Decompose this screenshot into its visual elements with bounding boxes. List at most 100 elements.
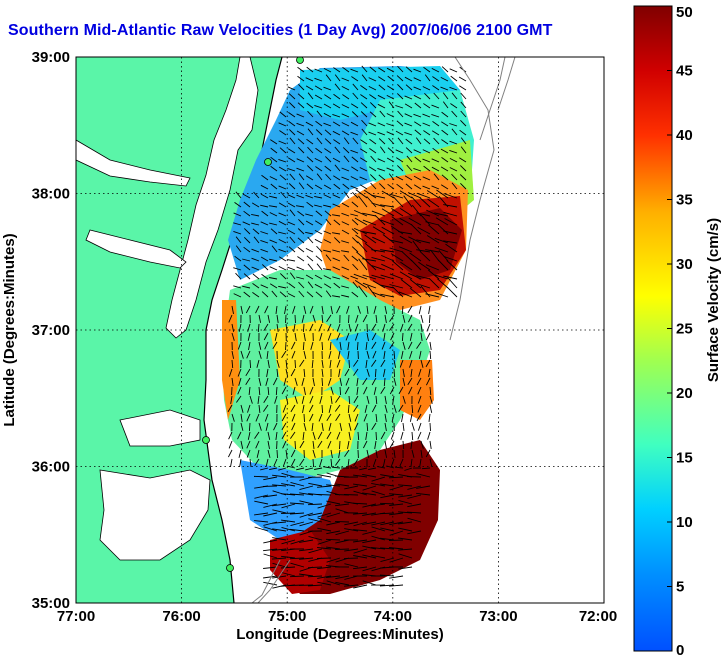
velocity-vector (297, 138, 305, 145)
velocity-vector (342, 94, 350, 100)
velocity-vector (303, 368, 306, 378)
velocity-vector (261, 210, 269, 217)
velocity-vector (343, 557, 359, 560)
velocity-vector (392, 395, 395, 404)
velocity-vector (377, 167, 386, 172)
velocity-vector (281, 519, 296, 523)
velocity-vector (429, 458, 433, 467)
velocity-vector (347, 350, 350, 359)
velocity-vector (326, 431, 332, 440)
velocity-vector (341, 113, 350, 118)
velocity-vector (341, 212, 350, 217)
velocity-vector (289, 137, 296, 145)
velocity-vector (257, 395, 260, 404)
velocity-vector (360, 85, 368, 91)
velocity-vector (398, 494, 413, 498)
velocity-vector (287, 202, 296, 208)
velocity-vector (371, 249, 386, 253)
velocity-vector (400, 431, 404, 440)
velocity-vector (362, 512, 377, 516)
velocity-vector (459, 165, 467, 172)
velocity-vector (429, 386, 432, 396)
velocity-vector (391, 216, 404, 226)
velocity-vector (265, 458, 269, 467)
velocity-vector (341, 294, 350, 298)
velocity-vector (353, 395, 359, 404)
velocity-vector (240, 422, 244, 431)
velocity-vector (380, 494, 395, 499)
velocity-vector (351, 76, 359, 82)
velocity-vector (428, 305, 431, 314)
velocity-vector (278, 467, 287, 471)
velocity-vector (361, 128, 368, 136)
velocity-vector (263, 404, 269, 412)
velocity-vector (383, 350, 386, 359)
velocity-vector (324, 156, 332, 163)
velocity-vector (263, 494, 278, 498)
velocity-vector (362, 580, 377, 586)
velocity-vector (354, 280, 368, 289)
lon-tick-label: 76:00 (162, 608, 200, 625)
velocity-vector (411, 422, 415, 431)
velocity-vector (425, 293, 440, 298)
velocity-vector (353, 566, 368, 570)
velocity-vector (407, 517, 422, 523)
coastline (203, 57, 283, 603)
velocity-vector (290, 404, 296, 413)
velocity-vector (312, 431, 316, 440)
velocity-vector (348, 413, 352, 422)
velocity-vector (290, 341, 296, 350)
velocity-vector (389, 239, 404, 244)
river-estuary (85, 229, 187, 269)
velocity-vector (353, 404, 359, 412)
velocity-vector (342, 183, 350, 190)
velocity-vector (308, 482, 323, 487)
velocity-vector (260, 204, 269, 208)
velocity-vector (384, 305, 388, 314)
velocity-vector (362, 503, 377, 508)
velocity-vector (410, 259, 422, 271)
velocity-vector (323, 249, 332, 253)
velocity-vector (332, 249, 341, 253)
velocity-vector (287, 157, 296, 163)
velocity-vector (420, 323, 423, 332)
velocity-vector (401, 332, 404, 342)
graticule (76, 57, 604, 603)
velocity-vector (380, 204, 395, 208)
velocity-vector (274, 332, 278, 341)
velocity-vector (422, 86, 431, 91)
velocity-vector (252, 283, 260, 289)
velocity-vector (332, 214, 341, 217)
velocity-vector (389, 273, 404, 280)
velocity-vector (299, 458, 305, 466)
velocity-vector (451, 110, 458, 118)
velocity-vector (263, 548, 278, 552)
velocity-vector (267, 359, 270, 368)
velocity-vector (407, 503, 422, 508)
velocity-vector (393, 350, 396, 360)
velocity-vector (336, 359, 341, 368)
velocity-vector (311, 359, 314, 369)
velocity-vector (279, 147, 287, 154)
radar-site-marker (264, 158, 272, 166)
colorbar-tick-label: 45 (676, 63, 693, 80)
velocity-vector (311, 422, 314, 431)
velocity-vector (301, 377, 305, 386)
velocity-vector (362, 440, 368, 449)
velocity-vector (401, 413, 404, 422)
velocity-vector (243, 236, 251, 244)
velocity-vector (335, 539, 350, 544)
velocity-vector (441, 174, 449, 181)
velocity-vector (350, 275, 359, 280)
velocity-vector (424, 74, 431, 82)
velocity-vector (263, 332, 269, 341)
velocity-vector (398, 386, 404, 395)
velocity-vector (324, 129, 332, 136)
velocity-vector (317, 527, 332, 532)
velocity-vector (404, 95, 413, 100)
velocity-vector (278, 285, 287, 289)
velocity-vector (297, 75, 305, 82)
velocity-vector (440, 166, 449, 172)
velocity-vector (246, 350, 251, 359)
velocity-vector (335, 581, 350, 586)
